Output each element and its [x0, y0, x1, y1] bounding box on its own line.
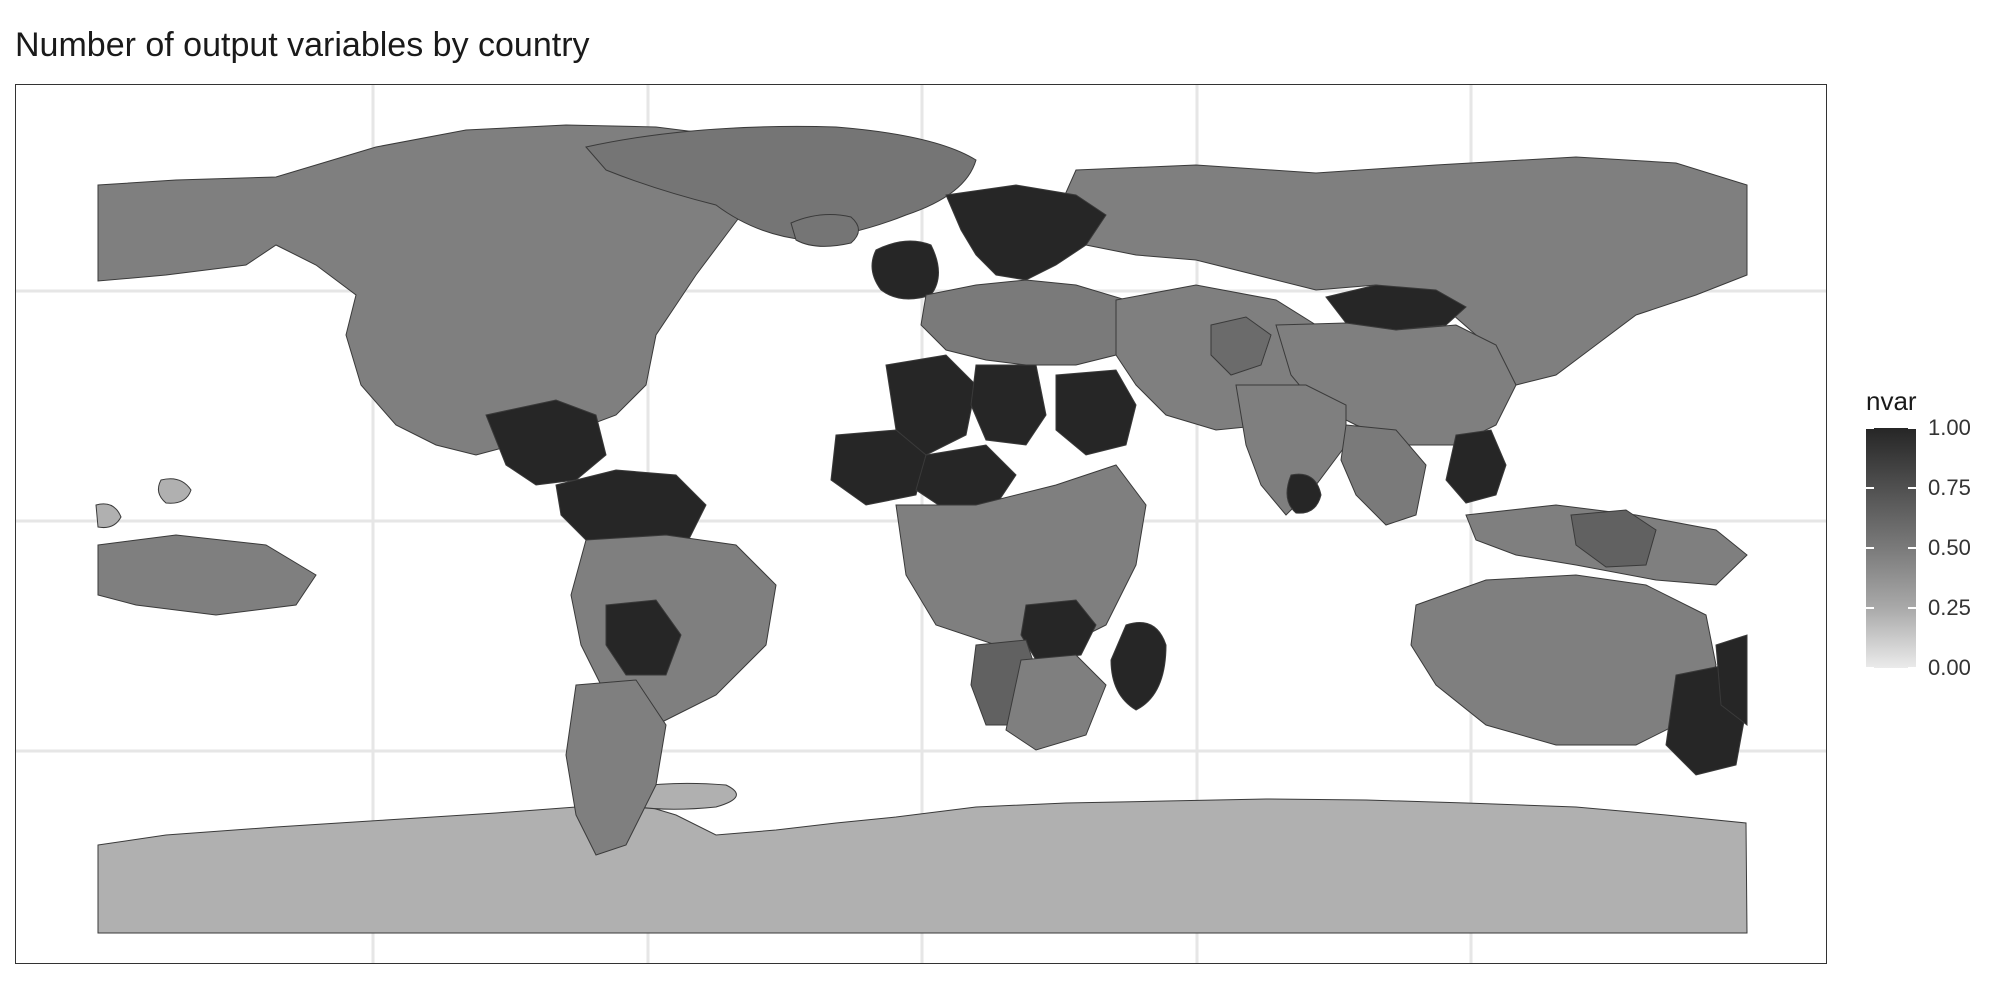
region-southeast-asia	[1340, 424, 1427, 526]
legend-tick-mark	[1908, 487, 1916, 489]
region-central-africa	[895, 464, 1147, 646]
legend-tick-label: 0.50	[1928, 535, 1971, 560]
region-hawaii	[95, 503, 122, 528]
map-panel	[15, 84, 1827, 964]
region-europe	[920, 279, 1137, 366]
region-madagascar	[1110, 622, 1167, 711]
region-philippines	[1445, 429, 1507, 504]
region-afghanistan	[1210, 316, 1272, 376]
legend-tick-mark	[1866, 487, 1874, 489]
region-southern-south-america	[565, 679, 667, 856]
region-libya	[970, 364, 1047, 446]
legend-colorbar	[1866, 428, 1916, 668]
region-united-kingdom	[871, 240, 939, 300]
region-bolivia	[605, 599, 682, 676]
legend-title: nvar	[1866, 386, 1917, 416]
legend-tick-label: 1.00	[1928, 415, 1971, 440]
region-scandinavia	[945, 184, 1107, 281]
legend-tick-mark	[1866, 547, 1874, 549]
legend-tick-label: 0.75	[1928, 475, 1971, 500]
region-greenland	[585, 125, 977, 241]
legend-tick-mark	[1866, 667, 1874, 669]
legend-tick-label: 0.25	[1928, 595, 1971, 620]
legend-tick-mark	[1866, 427, 1874, 429]
legend-tick-mark	[1908, 427, 1916, 429]
region-pacific-islands	[97, 534, 317, 616]
legend-tick-mark	[1908, 667, 1916, 669]
region-papua-new-guinea	[1570, 509, 1657, 568]
region-zambia	[1020, 599, 1097, 661]
region-russia	[1055, 156, 1748, 386]
region-sudan	[1055, 369, 1137, 456]
region-north-america	[97, 124, 777, 456]
region-hawaii	[157, 478, 192, 504]
legend-tick-mark	[1866, 607, 1874, 609]
world-map	[16, 85, 1826, 963]
legend-tick-mark	[1908, 607, 1916, 609]
region-mali	[830, 429, 927, 506]
region-central-america	[485, 399, 607, 486]
legend: nvar 1.00 0.75 0.50 0.25 0.00	[1866, 386, 1986, 686]
region-iceland	[790, 214, 859, 247]
region-antarctica	[97, 798, 1748, 934]
region-southern-africa	[1005, 654, 1107, 751]
chart-title: Number of output variables by country	[15, 26, 590, 64]
legend-tick-label: 0.00	[1928, 655, 1971, 680]
region-sri-lanka	[1286, 473, 1322, 514]
legend-tick-mark	[1908, 547, 1916, 549]
region-fiji	[1715, 634, 1748, 727]
